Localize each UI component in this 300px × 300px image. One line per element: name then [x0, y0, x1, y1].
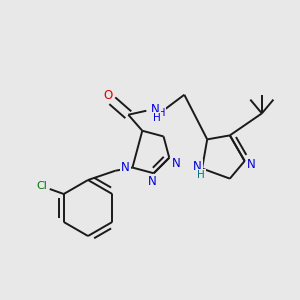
Text: H: H	[153, 113, 161, 123]
Text: N: N	[172, 157, 181, 170]
Text: N: N	[121, 161, 130, 174]
Text: N: N	[148, 175, 157, 188]
Text: Cl: Cl	[36, 181, 47, 191]
Text: N: N	[193, 160, 202, 173]
Text: N: N	[247, 158, 256, 172]
Text: H: H	[197, 170, 205, 181]
Text: NH: NH	[150, 108, 165, 118]
Text: N: N	[151, 103, 160, 116]
Text: O: O	[104, 89, 113, 102]
